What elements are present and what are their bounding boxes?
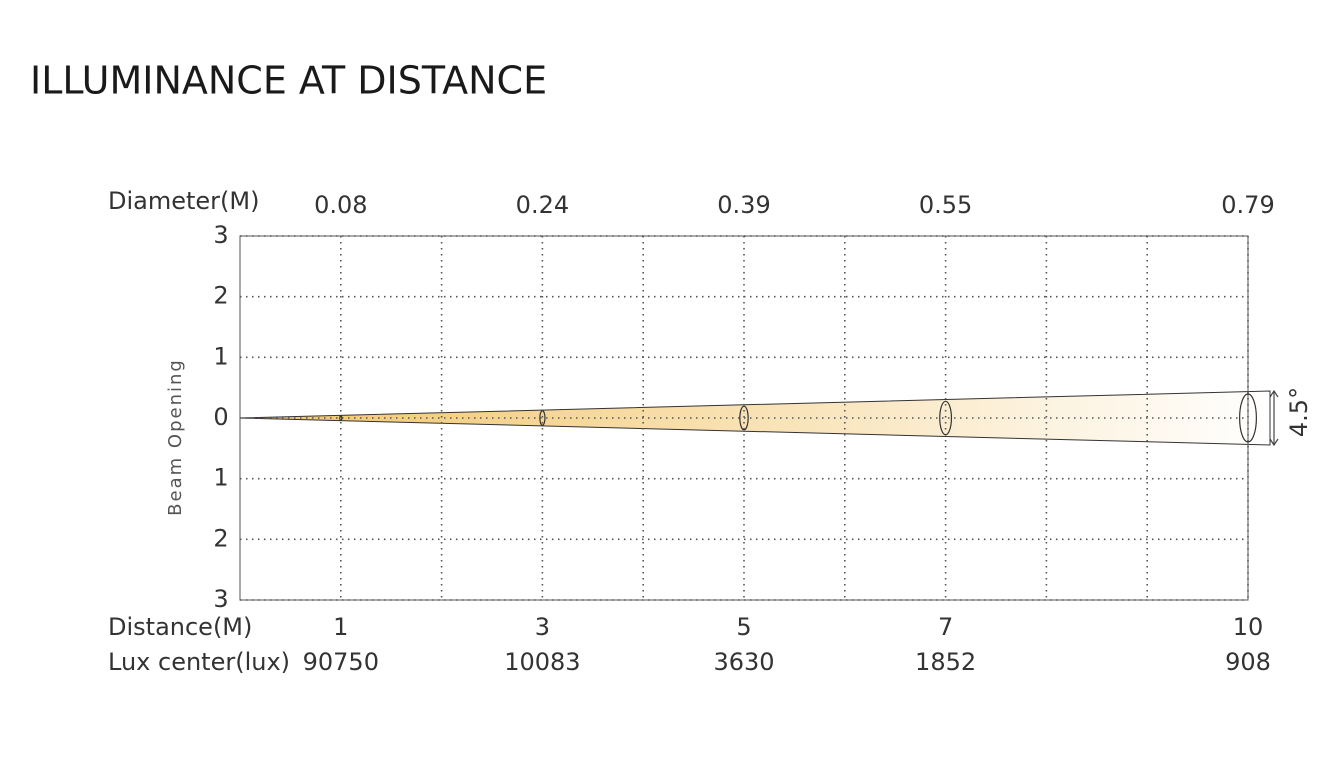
y-tick-label: 3 [213, 221, 228, 249]
x-tick-label: 7 [938, 613, 953, 641]
plot-frame [239, 235, 1249, 601]
lux-label: Lux center(lux) [108, 648, 290, 676]
x-tick-label: 3 [535, 613, 550, 641]
beam-angle-arrow [1269, 389, 1279, 447]
y-tick-label: 2 [213, 282, 228, 310]
diameter-value: 0.39 [717, 191, 770, 219]
diameter-value: 0.79 [1221, 191, 1274, 219]
y-axis-label: Beam Opening [165, 358, 186, 516]
y-tick-label: 2 [213, 524, 228, 552]
beam-section [539, 410, 546, 426]
y-tick-label: 3 [213, 585, 228, 613]
lux-value: 1852 [915, 648, 976, 676]
x-tick-label: 5 [736, 613, 751, 641]
y-tick-label: 1 [213, 464, 228, 492]
lux-value: 908 [1225, 648, 1271, 676]
y-tick-label: 0 [213, 403, 228, 431]
diameter-value: 0.24 [516, 191, 569, 219]
chart-title: ILLUMINANCE AT DISTANCE [30, 59, 547, 103]
lux-value: 90750 [303, 648, 379, 676]
x-axis-label: Distance(M) [108, 613, 252, 641]
beam-angle-label: 4.5° [1285, 387, 1313, 437]
lux-value: 10083 [504, 648, 580, 676]
beam-section [739, 405, 749, 431]
beam-section [939, 400, 953, 436]
x-tick-label: 10 [1233, 613, 1264, 641]
diameter-value: 0.08 [314, 191, 367, 219]
diameter-label: Diameter(M) [108, 187, 259, 215]
beam-section [339, 414, 343, 422]
beam-cone [239, 390, 1271, 446]
lux-value: 3630 [713, 648, 774, 676]
x-tick-label: 1 [333, 613, 348, 641]
beam-section [1239, 393, 1257, 443]
y-tick-label: 1 [213, 342, 228, 370]
diameter-value: 0.55 [919, 191, 972, 219]
